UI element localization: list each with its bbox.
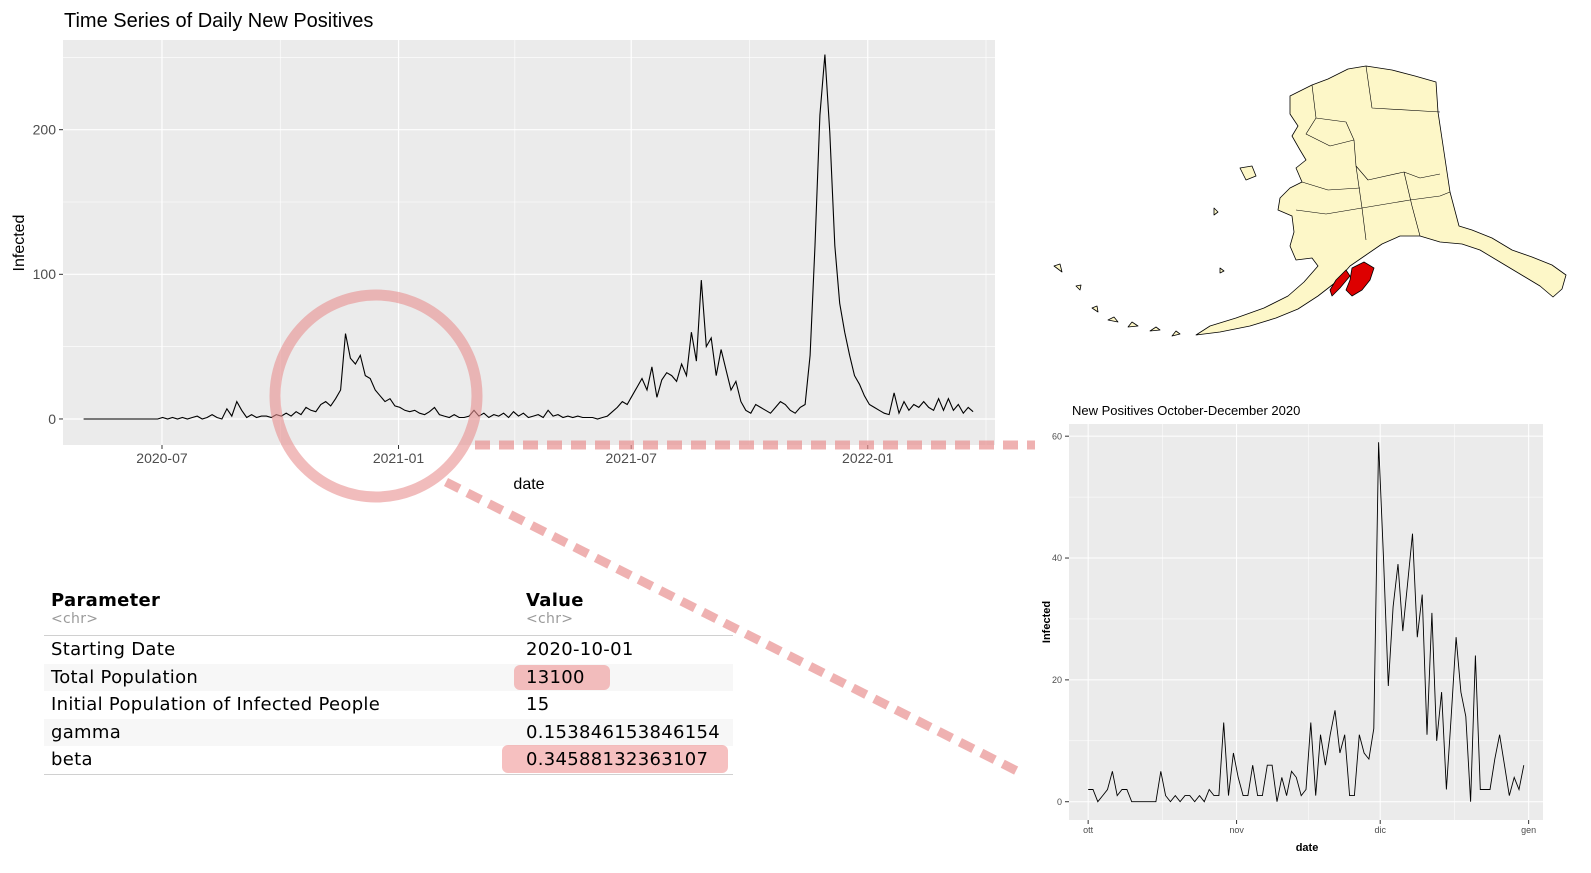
highlight-circle xyxy=(269,289,483,503)
row-parameter: Starting Date xyxy=(51,639,176,660)
kodiak-region xyxy=(1329,261,1375,297)
parameter-table: Parameter Value <chr> <chr> Starting Dat… xyxy=(44,587,733,775)
row-value: 13100 xyxy=(526,666,585,688)
x-tick-label: 2021-07 xyxy=(606,450,658,466)
y-tick-label: 20 xyxy=(1052,675,1062,685)
zoom-y-ticks: 0 20 40 60 xyxy=(1052,431,1069,807)
main-plot-panel xyxy=(63,40,995,445)
y-tick-label: 0 xyxy=(48,411,56,427)
x-tick-label: 2022-01 xyxy=(842,450,894,466)
table-row: gamma 0.153846153846154 xyxy=(44,718,733,747)
table-row: beta 0.34588132363107 xyxy=(44,745,733,775)
row-parameter: gamma xyxy=(51,721,122,743)
type-parameter: <chr> xyxy=(51,611,99,627)
aleutian-islands xyxy=(1053,263,1181,337)
row-parameter: beta xyxy=(51,749,93,771)
type-value: <chr> xyxy=(526,611,574,627)
zoom-chart-title: New Positives October-December 2020 xyxy=(1072,403,1300,418)
western-islands xyxy=(1213,165,1257,274)
x-tick-label: 2021-01 xyxy=(373,450,425,466)
highlight-mark xyxy=(514,664,610,690)
y-tick-label: 40 xyxy=(1052,553,1062,563)
main-x-ticks: 2020-07 2021-01 2021-07 2022-01 xyxy=(136,445,894,466)
main-x-axis-label: date xyxy=(513,476,544,493)
zoom-series-line xyxy=(1088,442,1525,803)
alaska-mainland xyxy=(1195,65,1567,336)
x-tick-label: 2020-07 xyxy=(136,450,188,466)
row-value: 0.153846153846154 xyxy=(526,721,721,743)
table-row: Total Population 13100 xyxy=(44,663,733,692)
y-tick-label: 60 xyxy=(1052,431,1062,441)
header-parameter: Parameter xyxy=(51,590,161,611)
x-tick-label: ott xyxy=(1083,825,1094,835)
row-parameter: Initial Population of Infected People xyxy=(51,694,381,716)
x-tick-label: dic xyxy=(1374,825,1386,835)
row-value: 0.34588132363107 xyxy=(526,749,709,771)
main-chart-title: Time Series of Daily New Positives xyxy=(64,10,373,32)
y-tick-label: 100 xyxy=(33,266,57,282)
alaska-map xyxy=(1053,65,1567,337)
zoom-x-ticks: ott nov dic gen xyxy=(1083,820,1536,835)
highlight-mark xyxy=(502,745,728,774)
row-value: 2020-10-01 xyxy=(526,639,634,660)
table-header: Parameter Value <chr> <chr> xyxy=(44,587,733,636)
main-chart: Time Series of Daily New Positives date … xyxy=(11,10,995,493)
zoom-plot-panel xyxy=(1069,424,1543,820)
zoom-chart: New Positives October-December 2020 date… xyxy=(1041,403,1543,854)
main-y-axis-label: Infected xyxy=(11,215,28,272)
x-tick-label: nov xyxy=(1229,825,1244,835)
table-row: Starting Date 2020-10-01 xyxy=(44,636,733,664)
alaska-county-borders xyxy=(1295,65,1451,241)
y-tick-label: 0 xyxy=(1057,797,1062,807)
row-parameter: Total Population xyxy=(51,666,199,688)
y-tick-label: 200 xyxy=(33,122,57,138)
connector-dashed-line-bottom xyxy=(443,477,1020,776)
zoom-annotation xyxy=(269,289,1035,776)
x-tick-label: gen xyxy=(1521,825,1536,835)
main-series-line xyxy=(83,54,974,420)
zoom-x-axis-label: date xyxy=(1296,842,1319,854)
header-value: Value xyxy=(526,590,584,611)
table-row: Initial Population of Infected People 15 xyxy=(44,691,733,719)
zoom-y-axis-label: Infected xyxy=(1041,601,1053,643)
main-y-ticks: 0 100 200 xyxy=(33,122,63,427)
row-value: 15 xyxy=(526,694,550,716)
